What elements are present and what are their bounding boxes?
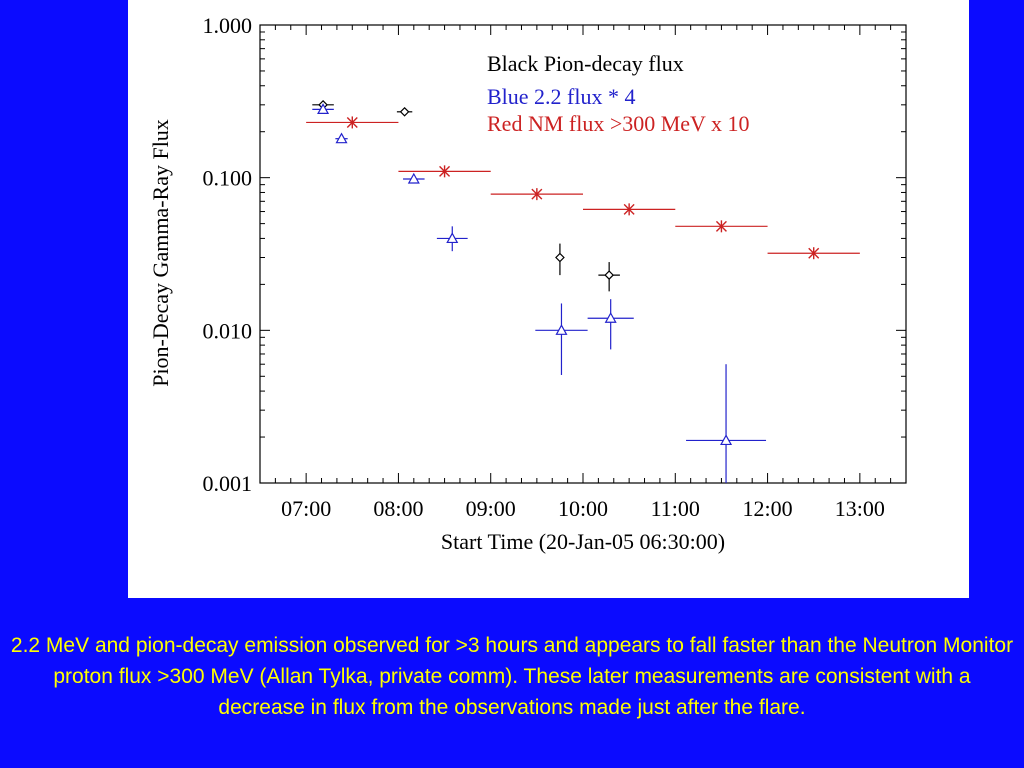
x-tick-label: 13:00: [835, 496, 885, 521]
pion-point: [598, 262, 620, 292]
flux22-marker: [317, 103, 330, 115]
legend-nm: Red NM flux >300 MeV x 10: [487, 111, 750, 136]
flux22-point: [686, 364, 767, 483]
flux22-point: [587, 299, 634, 350]
pion-marker: [555, 252, 565, 263]
flux22-point: [403, 172, 425, 184]
x-tick-label: 11:00: [651, 496, 700, 521]
slide-caption: 2.2 MeV and pion-decay emission observed…: [10, 634, 1014, 719]
flux22-point: [436, 226, 468, 252]
data-marks: [306, 99, 860, 483]
pion-decay-chart: 07:00 08:00 09:00 10:00 11:00 12:00 13:00 0.001…: [148, 13, 907, 554]
y-tick-label: 0.001: [203, 471, 253, 496]
flux22-point: [535, 303, 588, 375]
x-tick-label: 08:00: [373, 496, 423, 521]
nm-point: [490, 188, 583, 201]
flux22-point: [312, 103, 334, 115]
flux22-marker: [407, 172, 420, 184]
pion-point: [396, 106, 413, 117]
nm-point: [583, 203, 676, 216]
legend-flux22: Blue 2.2 flux * 4: [487, 84, 636, 109]
series-flux22: [312, 103, 767, 483]
pion-marker: [399, 106, 410, 117]
y-axis-title: Pion-Decay Gamma-Ray Flux: [148, 119, 173, 387]
nm-point: [767, 247, 860, 260]
legend-pion: Black Pion-decay flux: [487, 51, 684, 76]
nm-point: [306, 116, 399, 129]
pion-point: [555, 243, 565, 276]
y-tick-label: 0.010: [203, 318, 253, 343]
flux22-marker: [555, 324, 568, 335]
chart-figure: 07:00 08:00 09:00 10:00 11:00 12:00 13:00 0.001…: [128, 0, 969, 598]
flux22-point: [335, 132, 348, 144]
x-tick-label: 07:00: [281, 496, 331, 521]
flux22-marker: [604, 312, 617, 323]
y-tick-label: 0.100: [203, 166, 253, 191]
x-tick-label: 09:00: [466, 496, 516, 521]
flux22-marker: [720, 434, 733, 446]
x-axis-title: Start Time (20-Jan-05 06:30:00): [441, 529, 725, 554]
axis-ticks: 07:00 08:00 09:00 10:00 11:00 12:00 13:00 0.001…: [203, 13, 907, 521]
x-tick-label: 12:00: [743, 496, 793, 521]
nm-point: [398, 165, 491, 178]
pion-marker: [604, 270, 614, 280]
y-tick-label: 1.000: [203, 13, 253, 38]
series-nm: [306, 116, 860, 260]
legend: Black Pion-decay flux Blue 2.2 flux * 4 …: [487, 51, 750, 136]
flux22-marker: [446, 232, 459, 244]
nm-point: [675, 220, 768, 233]
x-tick-label: 10:00: [558, 496, 608, 521]
flux22-marker: [335, 132, 348, 144]
